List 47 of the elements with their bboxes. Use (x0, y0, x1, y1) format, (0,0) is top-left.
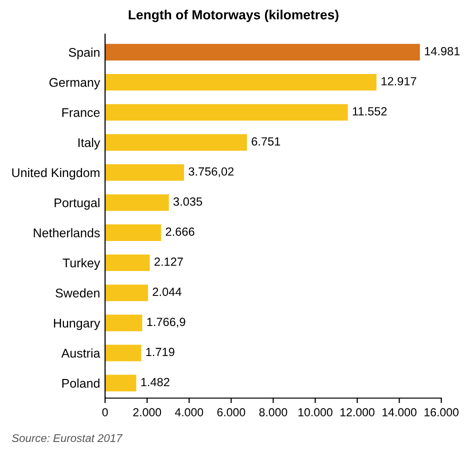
x-tick-label: 14.000 (382, 408, 416, 416)
bar (105, 74, 377, 91)
data-label: 2.127 (154, 258, 183, 266)
data-label: 3.035 (173, 197, 202, 206)
data-label: 2.666 (166, 227, 194, 236)
data-label: 11.552 (352, 107, 387, 116)
x-tick-label: 6.000 (217, 408, 246, 416)
x-tick-label: 0 (102, 408, 108, 416)
y-tick-label: Hungary (54, 318, 100, 330)
bar (105, 134, 247, 151)
bar (105, 194, 169, 211)
x-tick-label: 4.000 (174, 408, 204, 416)
data-label: 2.044 (152, 288, 182, 296)
y-tick-label: Germany (49, 78, 100, 90)
y-tick-label: France (62, 108, 100, 117)
x-tick-label: 8.000 (259, 408, 288, 416)
bar (105, 104, 348, 121)
chart-title: Length of Motorways (kilometres) (128, 10, 338, 22)
y-tick-label: Austria (61, 348, 100, 358)
x-tick-label: 12.000 (340, 408, 374, 416)
data-label: 14.981 (424, 46, 460, 56)
y-tick-label: Sweden (56, 288, 100, 298)
data-label: 1.482 (141, 378, 170, 386)
y-tick-label: Portugal (54, 198, 100, 210)
y-tick-label: Netherlands (34, 228, 100, 238)
y-tick-label: Poland (62, 378, 100, 388)
x-tick-label: 2.000 (133, 408, 162, 416)
x-tick-label: 16.000 (424, 408, 458, 416)
bar (105, 314, 142, 332)
data-label: 1.719 (146, 348, 174, 356)
y-tick-label: Turkey (62, 258, 100, 270)
y-tick-label: Spain (68, 48, 100, 60)
bar (105, 374, 136, 392)
bar (105, 284, 148, 302)
x-tick-label: 10.000 (298, 408, 332, 416)
bar (105, 224, 162, 241)
bar (105, 254, 150, 272)
bar (105, 44, 420, 60)
data-label: 6.751 (252, 137, 280, 146)
data-label: 1.766,9 (147, 318, 186, 328)
source-note: Source: Eurostat 2017 (12, 434, 123, 442)
data-label: 3.756,02 (188, 167, 234, 178)
y-tick-label: Italy (78, 138, 100, 150)
bar (105, 164, 184, 181)
bar (105, 344, 142, 362)
y-tick-label: United Kingdom (12, 168, 100, 180)
data-label: 12.917 (382, 77, 416, 86)
